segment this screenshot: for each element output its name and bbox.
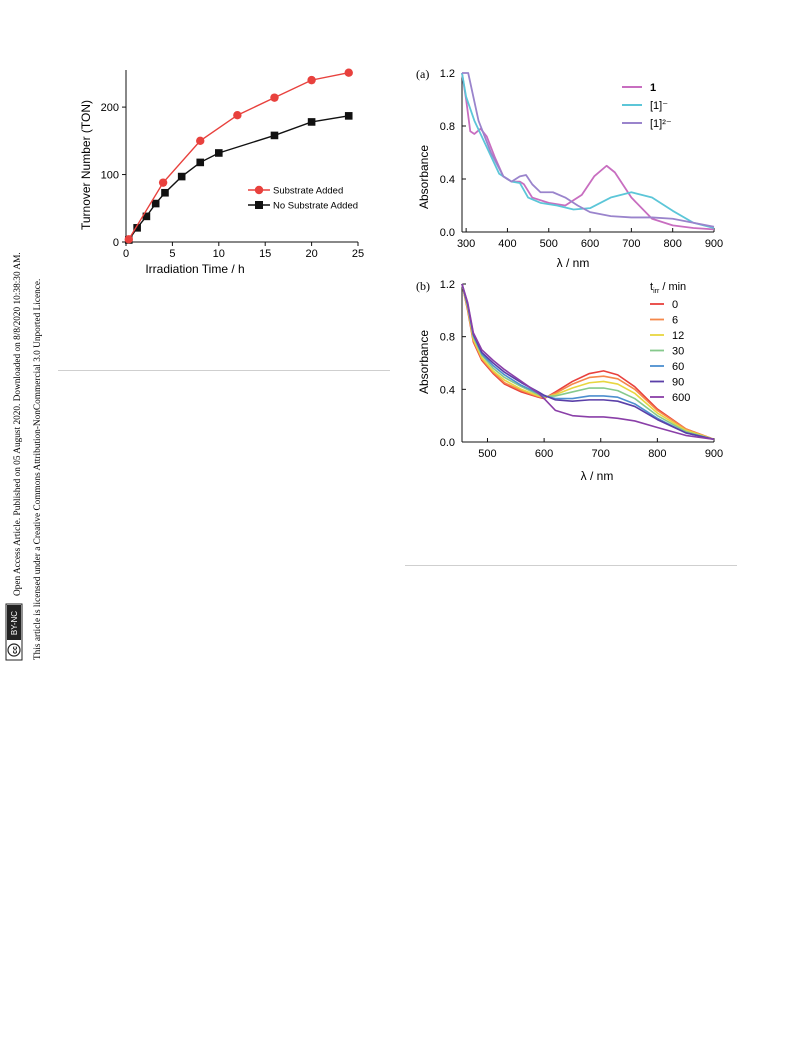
b-x-axis-label: λ / nm [581, 469, 614, 483]
series-line-a-0 [461, 72, 715, 231]
x-tick-label: 900 [705, 238, 723, 250]
x-tick-label: 600 [535, 448, 553, 460]
legend-a-label-2: [1]⁻ [650, 100, 668, 112]
a-y-axis-label: Absorbance [417, 145, 431, 209]
x-tick-label: 15 [259, 248, 271, 260]
x-tick-label: 25 [352, 248, 364, 260]
data-point-substrate-added [196, 136, 205, 146]
legend-b-label-60: 60 [672, 361, 684, 373]
series-line-no-substrate-added [128, 115, 349, 241]
series-line-a-1 [461, 72, 715, 229]
divider-right [405, 565, 737, 566]
y-tick-label: 0 [113, 237, 119, 249]
license-sidebar: cc BY-NC Open Access Article. Published … [5, 252, 43, 661]
a-x-axis-label: λ / nm [557, 256, 590, 270]
data-point-substrate-added [124, 235, 133, 244]
legend-b-label-12: 12 [672, 330, 684, 342]
y-tick-label: 1.2 [440, 68, 455, 80]
series-line-a-2 [462, 72, 715, 228]
legend-a: 1 [1]⁻ [1]²⁻ [622, 82, 672, 130]
x-tick-label: 300 [457, 238, 475, 250]
license-line-1[interactable]: Open Access Article. Published on 05 Aug… [13, 252, 23, 596]
panel-label-a: (a) [416, 67, 429, 81]
legend-b-title-rest: / min [659, 281, 686, 293]
series-line-b-90 [461, 283, 715, 441]
b-y-axis-label: Absorbance [417, 330, 431, 394]
legend-label-no-substrate: No Substrate Added [273, 201, 358, 212]
data-point-substrate-added [307, 75, 316, 85]
y-tick-label: 0.4 [440, 384, 455, 396]
data-point-no-substrate-added [133, 224, 141, 232]
legend-b-title-sub: irr [653, 288, 660, 295]
x-tick-label: 5 [169, 248, 175, 260]
y-tick-label: 0.0 [440, 437, 455, 449]
cc-badge-text: BY-NC [10, 611, 19, 635]
x-tick-label: 700 [622, 238, 640, 250]
legend-b-title-t: t [650, 281, 653, 293]
x-tick-label: 20 [305, 248, 317, 260]
legend-label-substrate: Substrate Added [273, 186, 343, 197]
license-line-2[interactable]: This article is licensed under a Creativ… [33, 279, 43, 660]
x-tick-label: 800 [664, 238, 682, 250]
data-point-no-substrate-added [177, 172, 186, 181]
y-tick-label: 0.4 [440, 174, 455, 186]
series-line-substrate-added [128, 72, 349, 240]
legend-b-label-90: 90 [672, 377, 684, 389]
ton-chart: 0 5 10 15 20 25 0 100 200 Substrate Added No Sub… [79, 68, 364, 276]
y-tick-label: 0.0 [440, 227, 455, 239]
panel-label-b: (b) [416, 279, 430, 293]
ton-y-axis-label: Turnover Number (TON) [79, 100, 93, 230]
legend-a-label-1: 1 [650, 82, 656, 94]
data-point-no-substrate-added [307, 118, 316, 126]
legend-b-label-0: 0 [672, 299, 678, 311]
data-point-substrate-added [270, 93, 279, 102]
cc-icon-text: cc [12, 646, 19, 654]
data-point-substrate-added [233, 110, 242, 120]
data-point-substrate-added [158, 178, 168, 187]
y-tick-label: 1.2 [440, 279, 455, 291]
x-tick-label: 900 [705, 448, 723, 460]
ton-x-axis-label: Irradiation Time / h [145, 262, 244, 276]
cc-icon [7, 643, 21, 657]
divider-left [58, 370, 390, 371]
legend-a-label-3: [1]²⁻ [650, 118, 672, 130]
absorbance-chart-a: (a) 300 400 500 600 700 800 900 0.0 0.4 0.8 1.2 1 … [416, 67, 723, 270]
y-tick-label: 100 [101, 170, 119, 182]
data-point-no-substrate-added [215, 149, 223, 157]
x-tick-label: 800 [648, 448, 666, 460]
legend-marker-no-substrate [255, 201, 263, 209]
legend-b-label-600: 600 [672, 392, 690, 404]
data-point-no-substrate-added [270, 131, 279, 140]
y-tick-label: 200 [101, 102, 119, 114]
legend-b-label-6: 6 [672, 315, 678, 327]
x-tick-label: 500 [540, 238, 558, 250]
legend-b: tirr / min 0 6 12 30 60 90 600 [650, 281, 690, 404]
y-tick-label: 0.8 [440, 332, 455, 344]
x-tick-label: 700 [592, 448, 610, 460]
ton-legend: Substrate Added No Substrate Added [248, 186, 358, 212]
y-tick-label: 0.8 [440, 121, 455, 133]
x-tick-label: 500 [478, 448, 496, 460]
legend-b-title: tirr / min [650, 281, 686, 295]
data-point-no-substrate-added [151, 199, 160, 208]
x-tick-label: 10 [213, 248, 225, 260]
x-tick-label: 0 [123, 248, 129, 260]
data-point-no-substrate-added [196, 158, 205, 167]
data-point-no-substrate-added [142, 212, 151, 221]
legend-marker-substrate [254, 185, 264, 195]
data-point-substrate-added [344, 68, 353, 77]
data-point-no-substrate-added [344, 112, 353, 120]
x-tick-label: 400 [498, 238, 516, 250]
cc-badge-fill [7, 605, 21, 640]
x-tick-label: 600 [581, 238, 599, 250]
series-line-b-600 [461, 283, 715, 441]
legend-b-label-30: 30 [672, 346, 684, 358]
data-point-no-substrate-added [161, 188, 169, 197]
